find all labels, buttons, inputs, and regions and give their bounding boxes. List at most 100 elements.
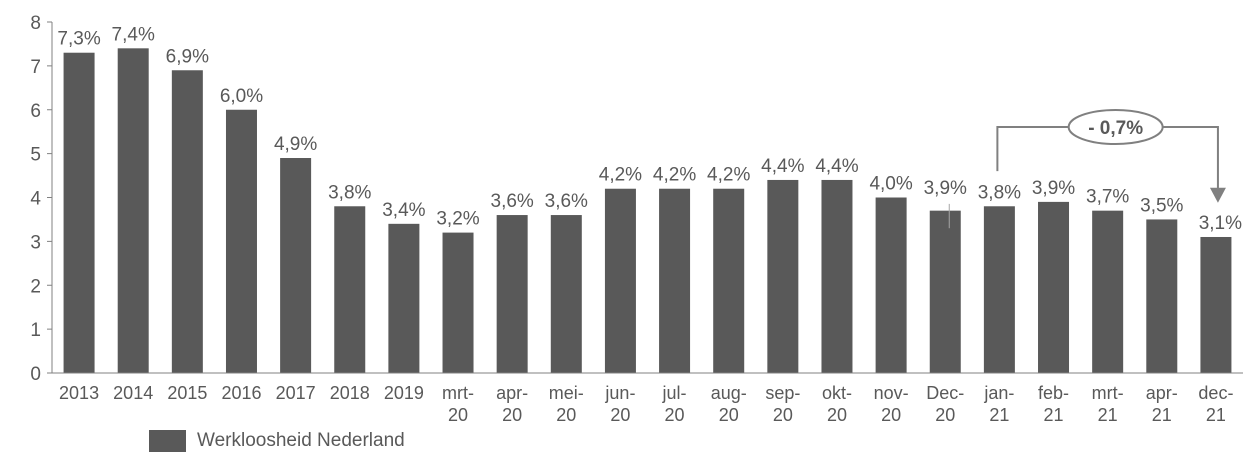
data-label: 4,2% [599,165,642,186]
bar [1146,219,1178,373]
data-label: 3,8% [328,182,371,203]
bar [929,210,961,373]
y-tick-label: 7 [30,57,41,78]
bar [713,188,745,373]
data-label: 6,0% [220,86,263,107]
bar [1200,236,1232,373]
bar [496,215,528,373]
bar [442,232,474,373]
axes [51,22,1243,374]
data-label: 6,9% [166,46,209,67]
annotation-arrowhead [1209,187,1226,203]
data-labels: 7,3% 7,4% 6,9% 6,0% 4,9% 3,8% 3,4% 3,2% 3,6% 3,6%… [57,24,1242,234]
data-label: 4,9% [274,134,317,155]
data-label: 7,4% [112,24,155,45]
data-label: 7,3% [57,29,100,50]
x-tick-label: 20 [556,405,576,425]
bar [983,206,1015,373]
x-tick-label: mrt- [1092,383,1124,403]
y-tick-label: 4 [30,189,41,210]
x-tick-label: 20 [719,405,739,425]
bar [767,179,799,373]
data-label: 3,4% [382,200,425,221]
data-label: 3,2% [436,209,479,230]
x-tick-label: 2019 [384,383,424,403]
bar [550,215,582,373]
legend-label: Werkloosheid Nederland [197,430,405,451]
data-label: 3,8% [978,182,1021,203]
y-tick-label: 3 [30,232,41,253]
x-tick-label: okt- [822,383,852,403]
data-label: 4,4% [815,156,858,177]
y-tick-label: 5 [30,145,41,166]
data-label: 4,2% [653,165,696,186]
x-tick-label: 2017 [276,383,316,403]
x-tick-label: apr- [496,383,528,403]
data-label: 3,5% [1140,195,1183,216]
bar [659,188,691,373]
x-tick-label: 21 [1044,405,1064,425]
bar-series [63,48,1232,374]
x-tick-label: 2018 [330,383,370,403]
data-label: 4,0% [869,174,912,195]
x-axis-ticks: 2013 2014 2015 2016 2017 2018 2019 mrt-20apr-20… [59,383,1233,425]
y-tick-label: 1 [30,320,41,341]
x-tick-label: sep- [765,383,800,403]
x-tick-label: 21 [989,405,1009,425]
y-tick-label: 0 [30,364,41,385]
x-tick-label: Dec- [926,383,964,403]
bar [388,223,420,373]
x-tick-label: jul- [662,383,687,403]
x-tick-label: nov- [874,383,909,403]
x-tick-label: 21 [1152,405,1172,425]
x-tick-label: jan- [983,383,1014,403]
x-tick-label: 21 [1206,405,1226,425]
x-tick-label: 20 [610,405,630,425]
legend-swatch [149,430,186,452]
x-tick-label: 21 [1098,405,1118,425]
x-tick-label: jun- [604,383,635,403]
bar [821,179,853,373]
x-tick-label: 20 [827,405,847,425]
x-tick-label: 2013 [59,383,99,403]
x-tick-label: feb- [1038,383,1069,403]
x-tick-label: dec- [1198,383,1233,403]
data-label: 3,9% [1032,178,1075,199]
data-label: 4,2% [707,165,750,186]
change-annotation: - 0,7% [996,109,1226,203]
y-tick-label: 2 [30,276,41,297]
bar [875,197,907,373]
annotation-badge [1067,109,1164,145]
bar [1092,210,1124,373]
x-tick-label: 20 [881,405,901,425]
x-tick-label: 2014 [113,383,153,403]
legend: Werkloosheid Nederland [149,429,405,453]
x-tick-label: mrt- [442,383,474,403]
x-tick-label: 20 [502,405,522,425]
x-tick-label: mei- [549,383,584,403]
bar [604,188,636,373]
data-label: 4,4% [761,156,804,177]
x-tick-label: aug- [711,383,747,403]
data-label: 3,9% [924,178,967,199]
bar [280,158,312,373]
bar [171,70,203,373]
data-label: 3,6% [545,191,588,212]
bar [117,48,149,373]
annotation-text: - 0,7% [1088,118,1143,139]
x-tick-label: 20 [935,405,955,425]
x-tick-label: 20 [448,405,468,425]
x-tick-label: apr- [1146,383,1178,403]
x-tick-label: 20 [665,405,685,425]
y-tick-label: 6 [30,101,41,122]
y-tick-label: 8 [30,13,41,34]
x-tick-label: 20 [773,405,793,425]
bar [63,52,95,374]
x-tick-label: 2016 [221,383,261,403]
bar [225,109,257,373]
data-label: 3,7% [1086,187,1129,208]
data-label: 3,1% [1199,213,1242,234]
bar [334,206,366,373]
x-tick-label: 2015 [167,383,207,403]
